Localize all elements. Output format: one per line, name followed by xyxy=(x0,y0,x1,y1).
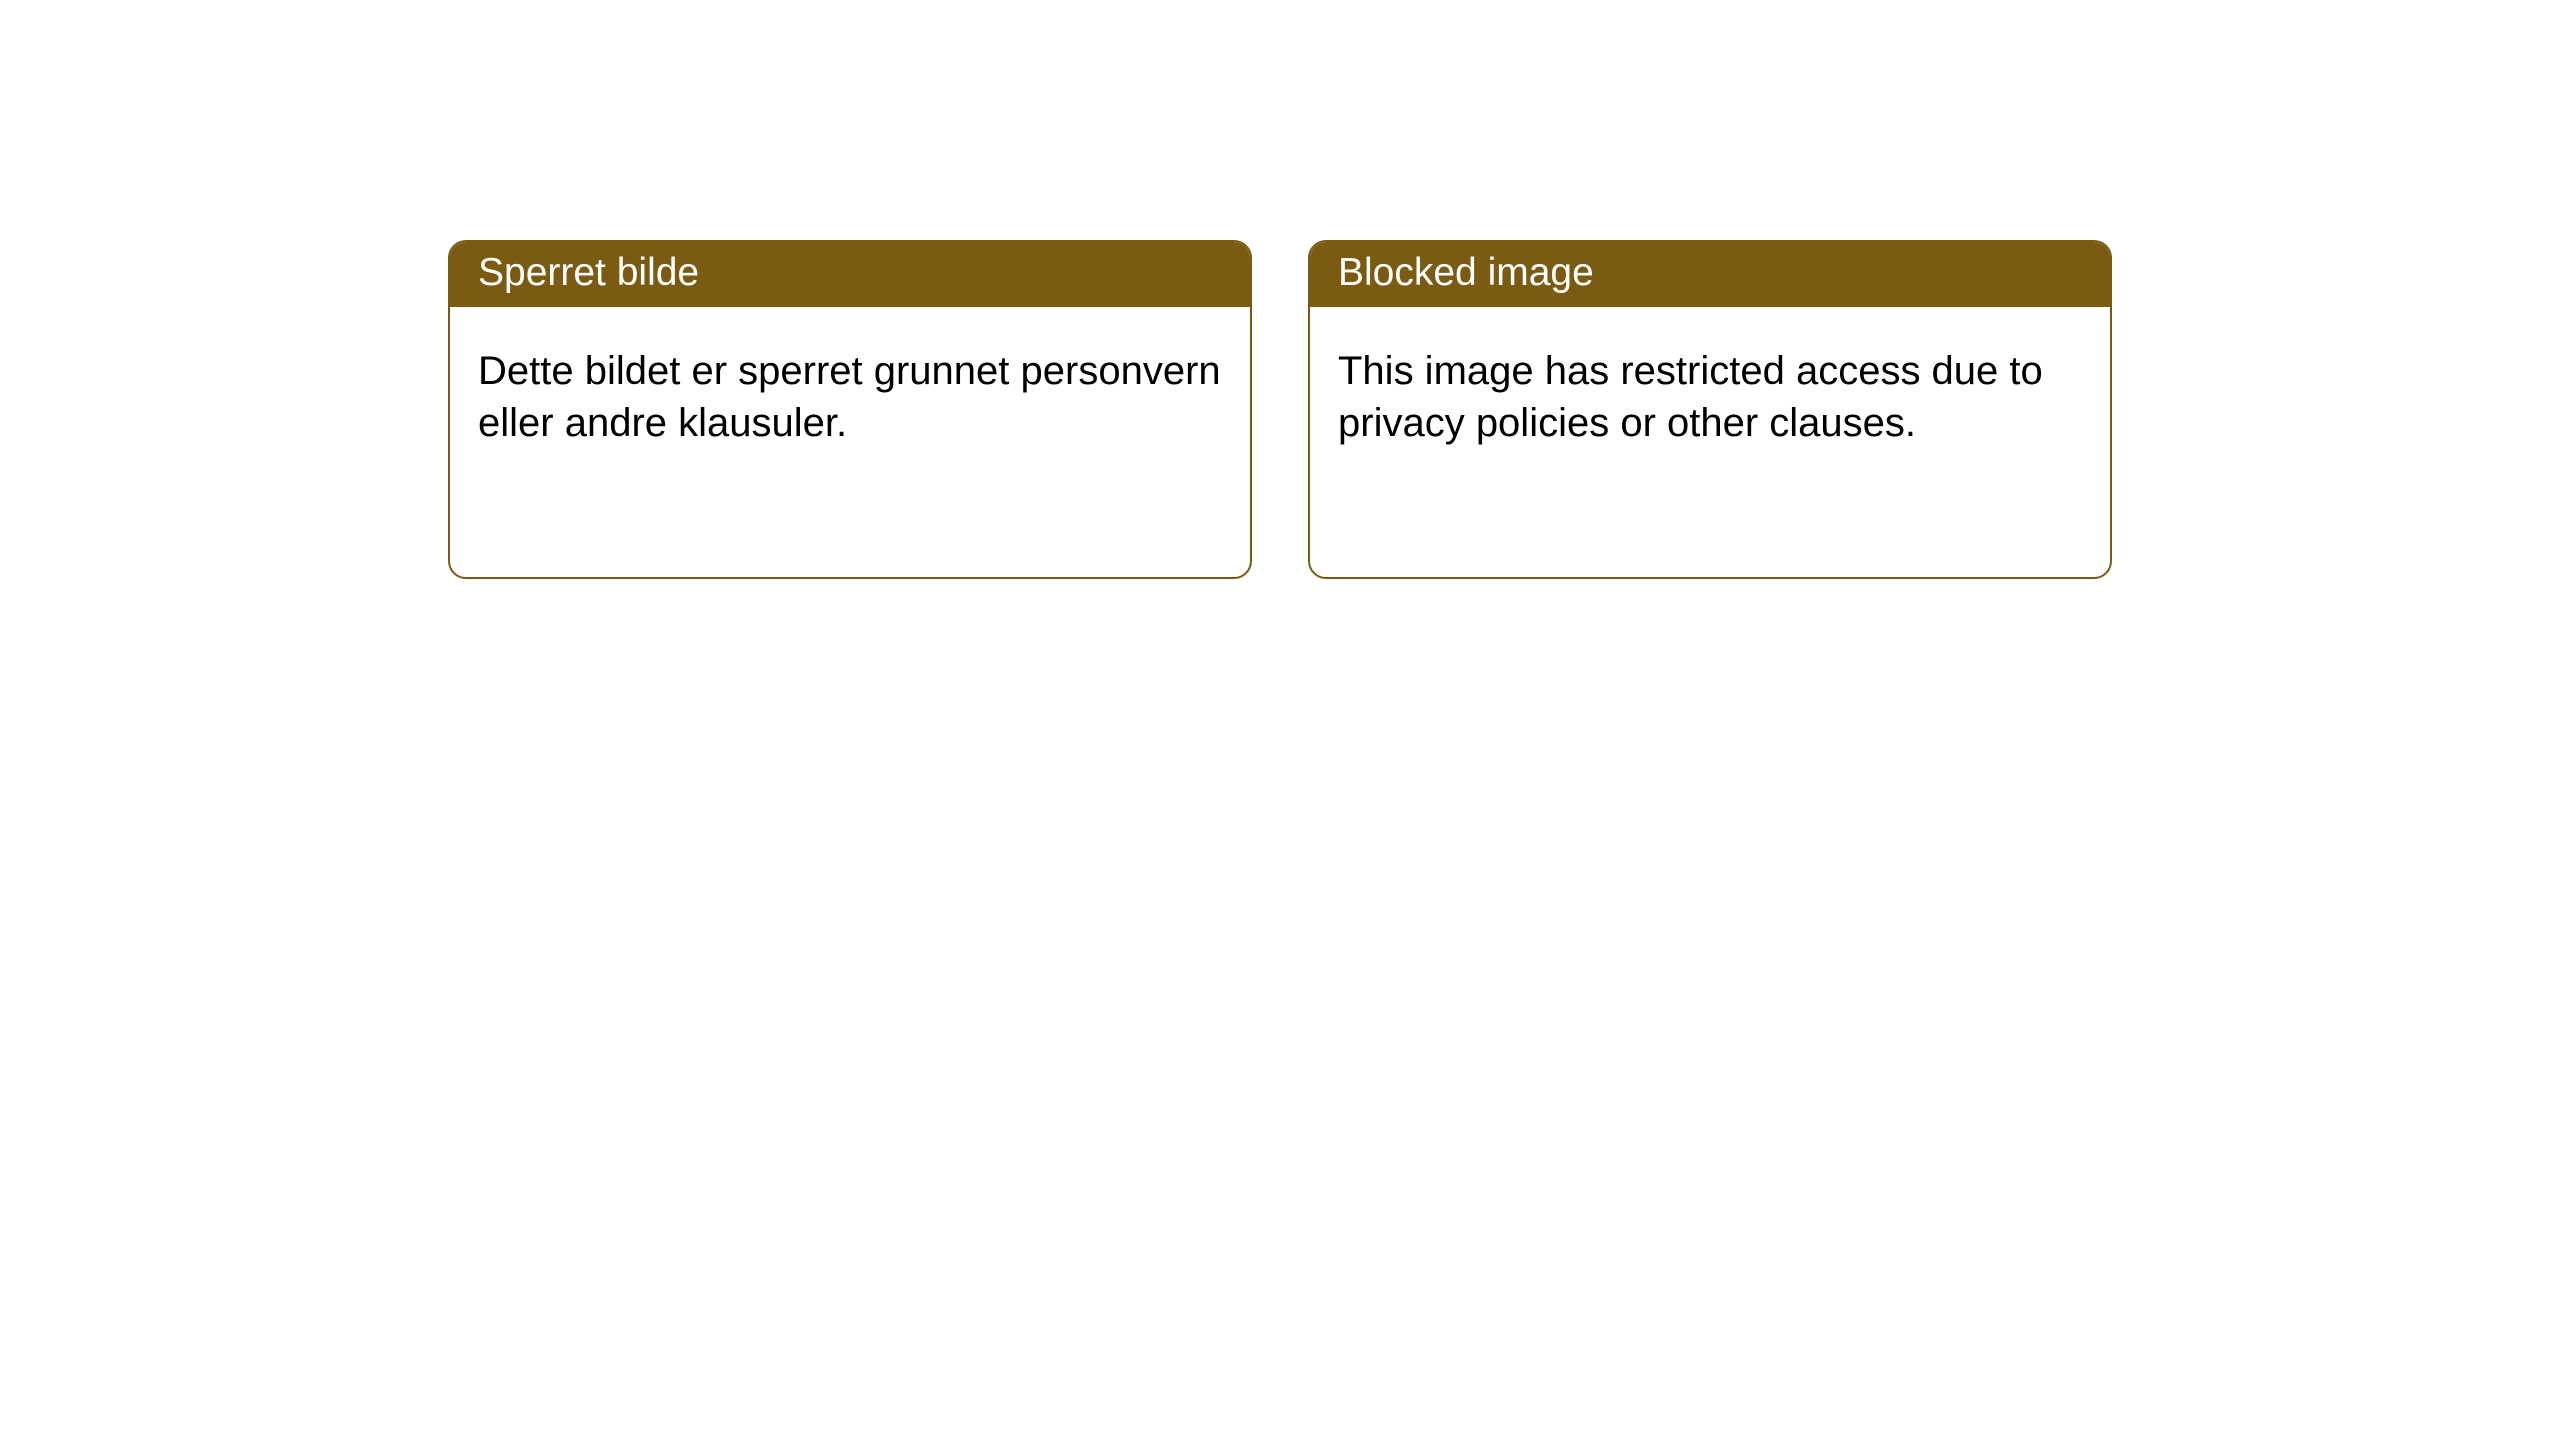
notice-card-message: Dette bildet er sperret grunnet personve… xyxy=(478,349,1221,445)
notice-card-header: Sperret bilde xyxy=(450,242,1250,307)
notice-card-english: Blocked image This image has restricted … xyxy=(1308,240,2112,579)
notice-card-norwegian: Sperret bilde Dette bildet er sperret gr… xyxy=(448,240,1252,579)
notice-card-message: This image has restricted access due to … xyxy=(1338,349,2043,445)
notice-cards-container: Sperret bilde Dette bildet er sperret gr… xyxy=(0,0,2560,579)
notice-card-title: Blocked image xyxy=(1338,251,1594,294)
notice-card-header: Blocked image xyxy=(1310,242,2110,307)
notice-card-title: Sperret bilde xyxy=(478,251,699,294)
notice-card-body: This image has restricted access due to … xyxy=(1310,307,2110,577)
notice-card-body: Dette bildet er sperret grunnet personve… xyxy=(450,307,1250,577)
